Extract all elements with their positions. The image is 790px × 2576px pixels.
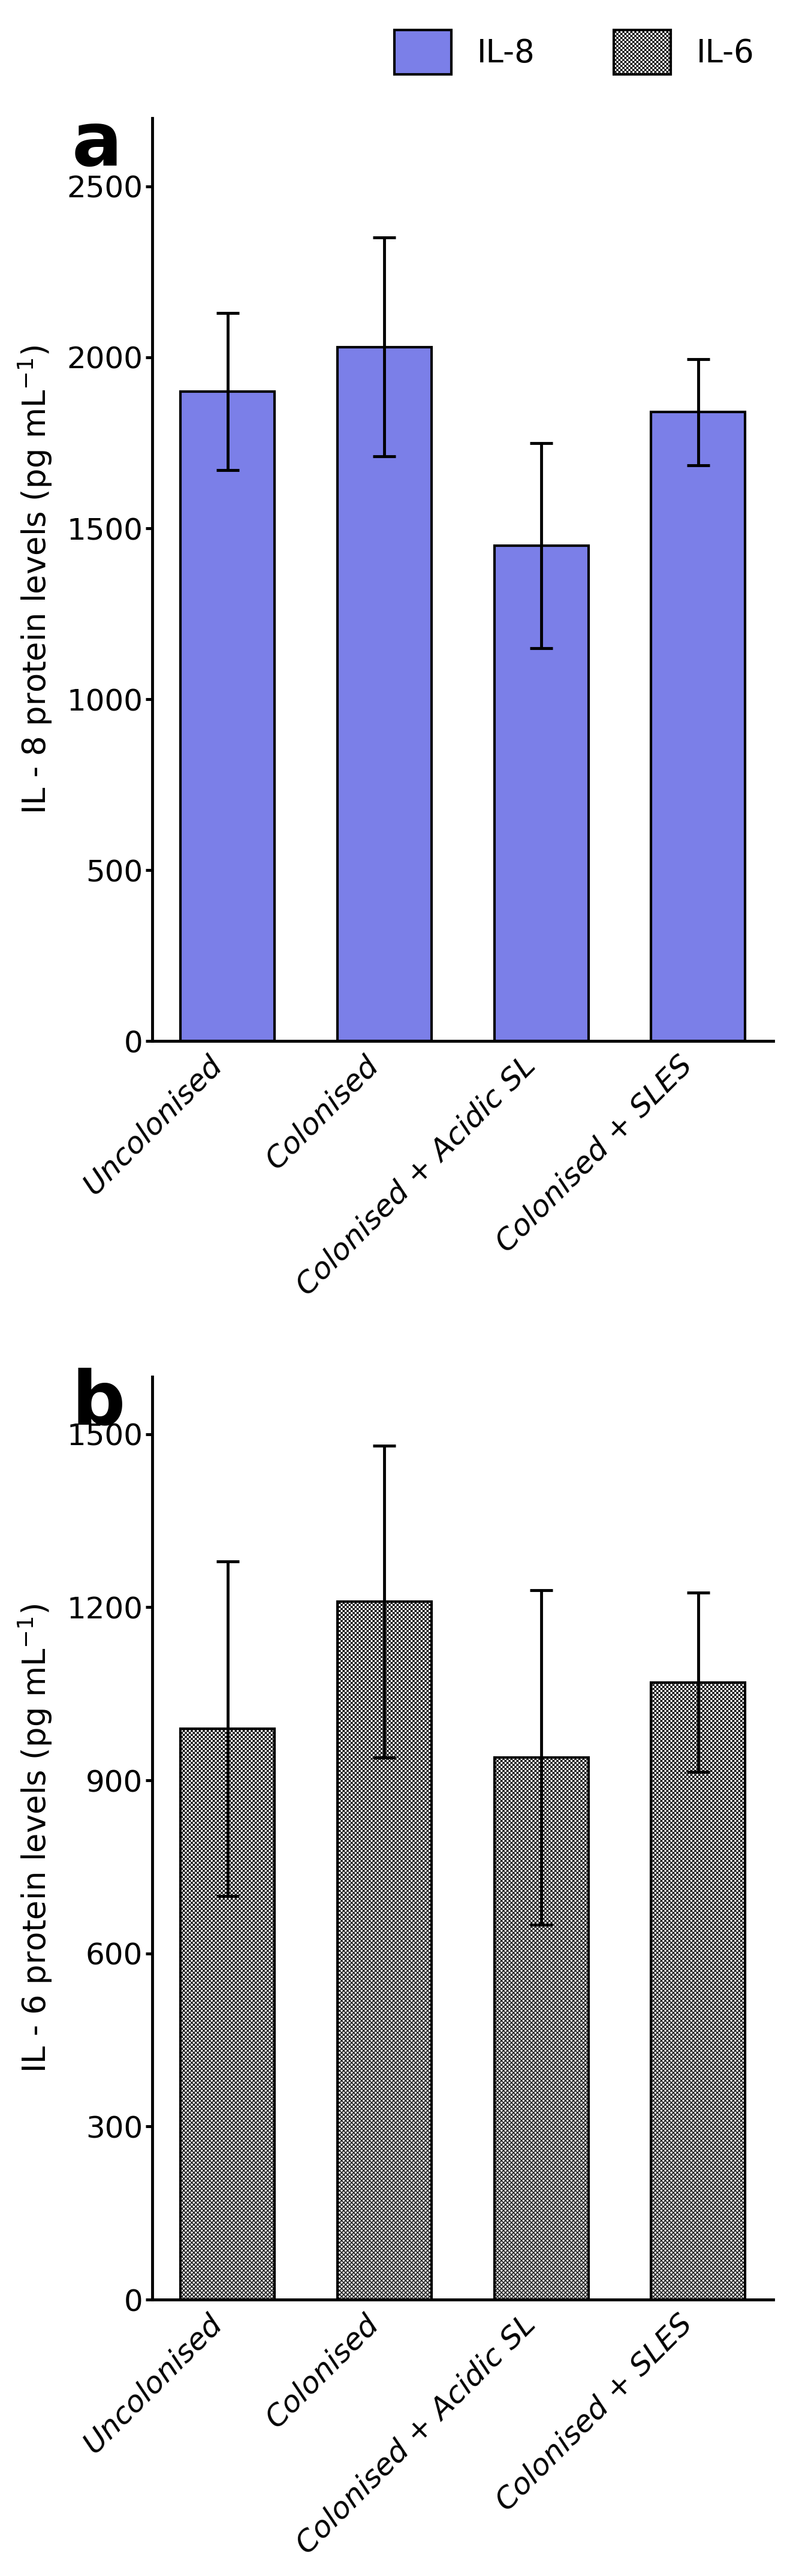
Bar bbox=[337, 348, 431, 1041]
Bar bbox=[651, 412, 745, 1041]
Bar bbox=[181, 392, 275, 1041]
Y-axis label: IL - 8 protein levels (pg mL$^{-1}$): IL - 8 protein levels (pg mL$^{-1}$) bbox=[17, 345, 55, 814]
Bar bbox=[651, 1682, 745, 2300]
Text: b: b bbox=[72, 1368, 126, 1440]
Y-axis label: IL - 6 protein levels (pg mL$^{-1}$): IL - 6 protein levels (pg mL$^{-1}$) bbox=[17, 1602, 55, 2074]
Bar bbox=[495, 546, 589, 1041]
Text: a: a bbox=[72, 108, 122, 180]
Bar bbox=[495, 1757, 589, 2300]
Legend: IL-8, IL-6: IL-8, IL-6 bbox=[378, 13, 770, 90]
Bar bbox=[181, 1728, 275, 2300]
Bar bbox=[337, 1602, 431, 2300]
